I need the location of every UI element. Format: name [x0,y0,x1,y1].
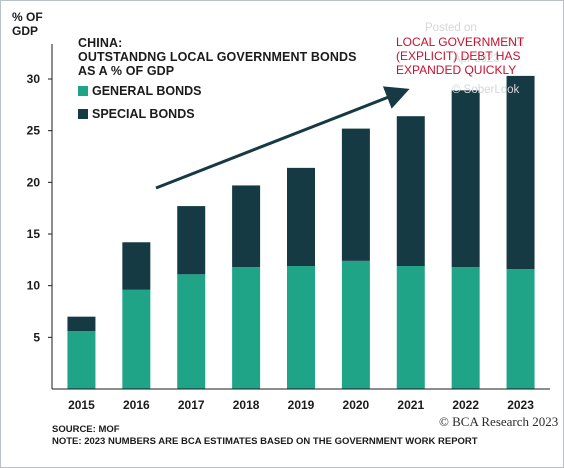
y-axis-label: % OF GDP [12,10,43,38]
bar-special-2019 [287,167,315,267]
x-tick-label-2023: 2023 [507,398,534,412]
bar-special-2018 [232,185,261,268]
x-tick-label-2016: 2016 [123,398,150,412]
x-tick-label-2017: 2017 [178,398,205,412]
x-tick-label-2021: 2021 [397,398,424,412]
bar-special-2020 [341,128,370,261]
y-tick-label-15: 15 [27,227,41,241]
x-tick-label-2015: 2015 [68,398,95,412]
bar-general-2017 [177,274,206,389]
bar-general-2018 [232,267,261,389]
bar-general-2020 [341,260,370,389]
y-tick-label-10: 10 [27,279,41,293]
x-tick-label-2018: 2018 [233,398,260,412]
chart-title: CHINA: OUTSTANDNG LOCAL GOVERNMENT BONDS… [78,36,357,78]
bar-special-2015 [67,316,96,332]
legend-swatch-general [78,86,88,96]
legend-special-bonds: SPECIAL BONDS [78,107,195,121]
x-tick-label-2022: 2022 [452,398,479,412]
bar-general-2019 [287,266,315,389]
y-tick-label-25: 25 [27,124,41,138]
legend-swatch-special [78,109,88,119]
x-tick-label-2020: 2020 [343,398,370,412]
bar-general-2016 [122,289,151,389]
y-tick-label-5: 5 [33,330,40,344]
watermark-date: Apr 2023 [453,53,500,65]
bar-special-2022 [451,90,480,268]
bar-general-2022 [451,267,480,389]
bar-general-2023 [506,269,535,389]
annotation: LOCAL GOVERNMENT (EXPLICIT) DEBT HAS EXP… [396,35,525,77]
trend-arrow [155,86,410,190]
watermark-shot: Shot [500,37,524,49]
bar-special-2021 [396,116,425,267]
x-tick-label-2019: 2019 [288,398,315,412]
bar-general-2015 [67,331,96,389]
watermark-posted: Posted on [425,22,477,34]
bar-special-2016 [122,242,151,290]
bar-special-2017 [177,206,206,275]
y-tick-label-30: 30 [27,72,41,86]
bar-special-2023 [506,75,535,270]
bca-logo: © BCA Research 2023 [439,414,559,429]
watermark-soberlook: © SoberLook [452,84,520,96]
source-note: SOURCE: MOF NOTE: 2023 NUMBERS ARE BCA E… [52,424,478,447]
legend-general-bonds: GENERAL BONDS [78,84,202,98]
y-tick-label-20: 20 [27,175,41,189]
bar-general-2021 [396,266,425,389]
